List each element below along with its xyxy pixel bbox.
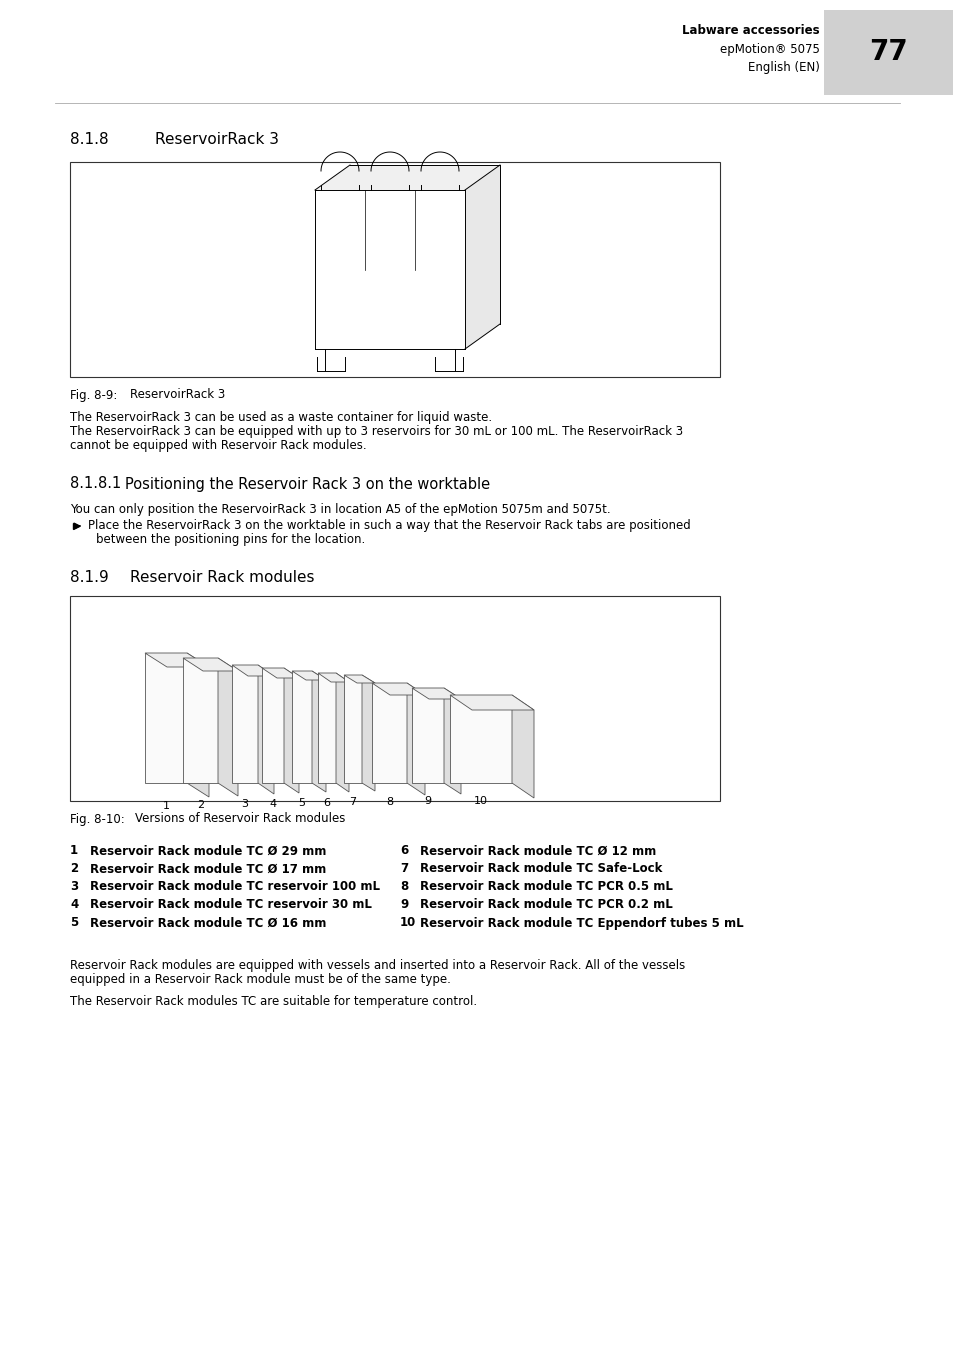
Polygon shape [183,657,237,671]
Text: epMotion® 5075: epMotion® 5075 [720,43,820,57]
Text: 8.1.8: 8.1.8 [70,132,109,147]
Polygon shape [450,695,534,710]
Polygon shape [257,666,274,794]
Text: Reservoir Rack module TC Ø 29 mm: Reservoir Rack module TC Ø 29 mm [90,845,326,857]
Text: Reservoir Rack module TC Ø 17 mm: Reservoir Rack module TC Ø 17 mm [90,863,326,876]
Polygon shape [314,165,499,190]
Text: 7: 7 [349,796,356,807]
Polygon shape [512,695,534,798]
Text: Labware accessories: Labware accessories [681,23,820,36]
Text: English (EN): English (EN) [747,62,820,74]
Text: 5: 5 [298,798,305,809]
Text: 9: 9 [399,899,408,911]
Text: Versions of Reservoir Rack modules: Versions of Reservoir Rack modules [135,813,345,825]
Text: 8: 8 [386,796,393,807]
Bar [372,683,407,783]
Text: Positioning the Reservoir Rack 3 on the worktable: Positioning the Reservoir Rack 3 on the … [125,477,490,491]
Text: Reservoir Rack module TC Ø 12 mm: Reservoir Rack module TC Ø 12 mm [419,845,656,857]
Text: 9: 9 [424,796,431,806]
Text: 7: 7 [399,863,408,876]
Bar [412,688,443,783]
Text: Reservoir Rack module TC Eppendorf tubes 5 mL: Reservoir Rack module TC Eppendorf tubes… [419,917,742,930]
Text: 77: 77 [869,39,907,66]
Bar [344,675,361,783]
Bar [450,695,512,783]
Text: 10: 10 [474,796,488,806]
Text: 2: 2 [70,863,78,876]
Polygon shape [187,653,209,796]
Text: 3: 3 [241,799,248,809]
Bar [183,657,218,783]
Text: between the positioning pins for the location.: between the positioning pins for the loc… [96,533,365,547]
Bar [145,653,187,783]
Polygon shape [262,668,298,678]
Text: Reservoir Rack module TC Ø 16 mm: Reservoir Rack module TC Ø 16 mm [90,917,326,930]
Text: 4: 4 [70,899,78,911]
Polygon shape [372,683,424,695]
Text: Reservoir Rack module TC Safe-Lock: Reservoir Rack module TC Safe-Lock [419,863,661,876]
Bar [232,666,257,783]
Text: Reservoir Rack module TC PCR 0.2 mL: Reservoir Rack module TC PCR 0.2 mL [419,899,672,911]
Polygon shape [344,675,375,683]
Polygon shape [292,671,326,680]
Polygon shape [232,666,274,676]
Polygon shape [145,653,209,667]
Text: You can only position the ReservoirRack 3 in location A5 of the epMotion 5075m a: You can only position the ReservoirRack … [70,504,610,517]
Text: 6: 6 [399,845,408,857]
Text: Reservoir Rack module TC reservoir 30 mL: Reservoir Rack module TC reservoir 30 mL [90,899,372,911]
Text: 10: 10 [399,917,416,930]
Polygon shape [443,688,460,794]
Text: 8.1.8.1: 8.1.8.1 [70,477,121,491]
Bar [317,674,335,783]
Text: 4: 4 [269,799,276,809]
Polygon shape [464,165,499,350]
Bar [262,668,284,783]
Text: Reservoir Rack modules: Reservoir Rack modules [130,571,314,586]
Text: 8.1.9: 8.1.9 [70,571,109,586]
Polygon shape [284,668,298,792]
Text: 5: 5 [70,917,78,930]
Text: The ReservoirRack 3 can be used as a waste container for liquid waste.: The ReservoirRack 3 can be used as a was… [70,410,492,424]
Polygon shape [317,674,349,682]
Text: 2: 2 [196,801,204,810]
Text: 3: 3 [70,880,78,894]
Bar [292,671,312,783]
Text: Reservoir Rack module TC PCR 0.5 mL: Reservoir Rack module TC PCR 0.5 mL [419,880,672,894]
Polygon shape [335,674,349,792]
Text: Place the ReservoirRack 3 on the worktable in such a way that the Reservoir Rack: Place the ReservoirRack 3 on the worktab… [88,520,690,532]
Text: ReservoirRack 3: ReservoirRack 3 [154,132,278,147]
Text: The ReservoirRack 3 can be equipped with up to 3 reservoirs for 30 mL or 100 mL.: The ReservoirRack 3 can be equipped with… [70,425,682,439]
Text: cannot be equipped with Reservoir Rack modules.: cannot be equipped with Reservoir Rack m… [70,440,366,452]
Text: Fig. 8-10:: Fig. 8-10: [70,813,125,825]
Text: The Reservoir Rack modules TC are suitable for temperature control.: The Reservoir Rack modules TC are suitab… [70,995,476,1007]
Polygon shape [407,683,424,795]
Text: 1: 1 [70,845,78,857]
Polygon shape [218,657,237,796]
Bar [823,9,953,94]
Bar [70,162,720,377]
Bar [70,595,720,801]
Text: 1: 1 [162,801,170,811]
Text: 6: 6 [323,798,330,809]
Text: Reservoir Rack module TC reservoir 100 mL: Reservoir Rack module TC reservoir 100 m… [90,880,379,894]
Text: ReservoirRack 3: ReservoirRack 3 [130,389,225,401]
Text: Fig. 8-9:: Fig. 8-9: [70,389,117,401]
Polygon shape [361,675,375,791]
Polygon shape [412,688,460,699]
Polygon shape [312,671,326,792]
Text: 8: 8 [399,880,408,894]
Text: equipped in a Reservoir Rack module must be of the same type.: equipped in a Reservoir Rack module must… [70,972,451,986]
Text: Reservoir Rack modules are equipped with vessels and inserted into a Reservoir R: Reservoir Rack modules are equipped with… [70,958,684,972]
